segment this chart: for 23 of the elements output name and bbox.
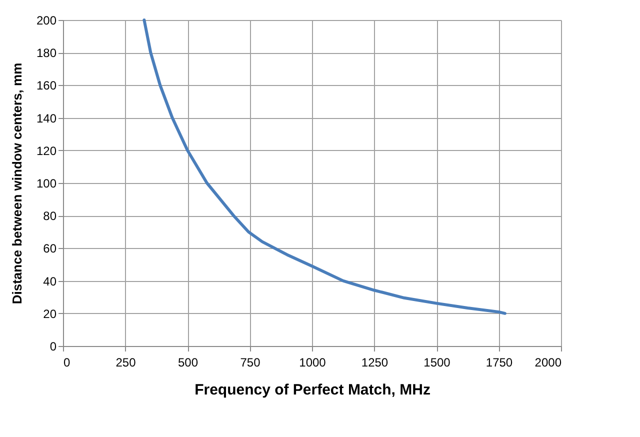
y-tick-label: 200 bbox=[36, 14, 57, 28]
y-tick-label: 120 bbox=[36, 144, 57, 158]
y-tick-label: 0 bbox=[50, 340, 57, 354]
x-tick-label: 250 bbox=[116, 356, 136, 370]
y-tick-label: 100 bbox=[36, 176, 57, 190]
x-tick-label: 1500 bbox=[424, 356, 451, 370]
y-tick-label: 160 bbox=[36, 78, 57, 93]
x-tick-label: 500 bbox=[178, 356, 198, 370]
y-tick-label: 80 bbox=[43, 209, 57, 224]
y-tick-label: 40 bbox=[43, 274, 57, 288]
y-tick-label: 140 bbox=[36, 111, 57, 126]
x-tick-label: 1750 bbox=[486, 356, 513, 370]
x-tick-label: 2000 bbox=[534, 356, 562, 370]
y-axis-title: Distance between window centers, mm bbox=[9, 62, 24, 304]
x-tick-label: 1250 bbox=[361, 356, 388, 370]
x-tick-label: 750 bbox=[240, 356, 261, 370]
x-tick-label: 1000 bbox=[299, 356, 326, 370]
line-series bbox=[142, 18, 506, 315]
y-tick-label: 180 bbox=[36, 46, 57, 60]
y-tick-label: 60 bbox=[43, 242, 57, 256]
x-axis-title: Frequency of Perfect Match, MHz bbox=[194, 382, 430, 398]
x-tick-label: 0 bbox=[64, 356, 70, 370]
y-tick-label: 20 bbox=[43, 306, 57, 321]
